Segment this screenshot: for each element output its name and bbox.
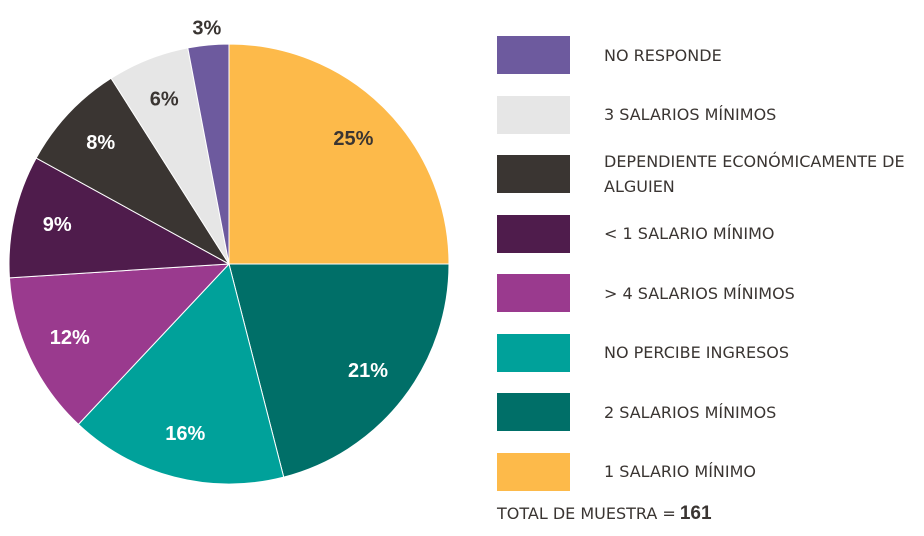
slice-label: 21% — [348, 360, 388, 382]
slice-label: 3% — [192, 17, 221, 39]
slice — [228, 43, 450, 265]
legend-swatch — [497, 36, 570, 74]
legend-item: > 4 SALARIOS MÍNIMOS — [497, 274, 924, 312]
slice-label: 8% — [86, 132, 115, 154]
legend-item: 2 SALARIOS MÍNIMOS — [497, 393, 924, 431]
legend-swatch — [497, 393, 570, 431]
slice — [187, 43, 230, 265]
legend-label: DEPENDIENTE ECONÓMICAMENTE DE ALGUIEN — [604, 152, 905, 196]
legend-label: NO PERCIBE INGRESOS — [604, 343, 790, 362]
slice — [8, 263, 231, 426]
legend-item: 1 SALARIO MÍNIMO — [497, 452, 924, 491]
slice-label: 12% — [50, 327, 90, 349]
legend-label: 1 SALARIO MÍNIMO — [604, 462, 757, 481]
legend-label: > 4 SALARIOS MÍNIMOS — [604, 283, 795, 303]
legend-item: < 1 SALARIO MÍNIMO — [497, 214, 924, 253]
legend-label: 3 SALARIOS MÍNIMOS — [604, 105, 777, 124]
slice-label: 6% — [150, 89, 179, 111]
slice-label: 9% — [43, 214, 72, 236]
legend-swatch — [497, 155, 570, 193]
slice-label: 16% — [165, 423, 205, 445]
legend-label: 2 SALARIOS MÍNIMOS — [604, 402, 777, 422]
legend-swatch — [497, 333, 570, 372]
total-value: 161 — [679, 503, 712, 524]
slice — [77, 262, 285, 485]
legend-item: NO RESPONDE — [497, 36, 924, 74]
legend-swatch — [497, 95, 570, 134]
legend-item: 3 SALARIOS MÍNIMOS — [497, 95, 924, 134]
legend-item: NO PERCIBE INGRESOS — [497, 333, 924, 372]
legend-swatch — [497, 274, 570, 312]
legend-label: < 1 SALARIO MÍNIMO — [604, 224, 775, 243]
slice-label: 25% — [333, 128, 373, 150]
total: TOTAL DE MUESTRA = 161 — [497, 503, 712, 525]
total-label: TOTAL DE MUESTRA = — [497, 504, 676, 523]
slice — [228, 263, 450, 478]
legend-item: DEPENDIENTE ECONÓMICAMENTE DE ALGUIEN — [497, 152, 924, 196]
slice — [8, 157, 231, 279]
legend-swatch — [497, 214, 570, 253]
legend-label: NO RESPONDE — [604, 45, 722, 65]
legend-swatch — [497, 452, 570, 491]
slice — [35, 77, 230, 265]
